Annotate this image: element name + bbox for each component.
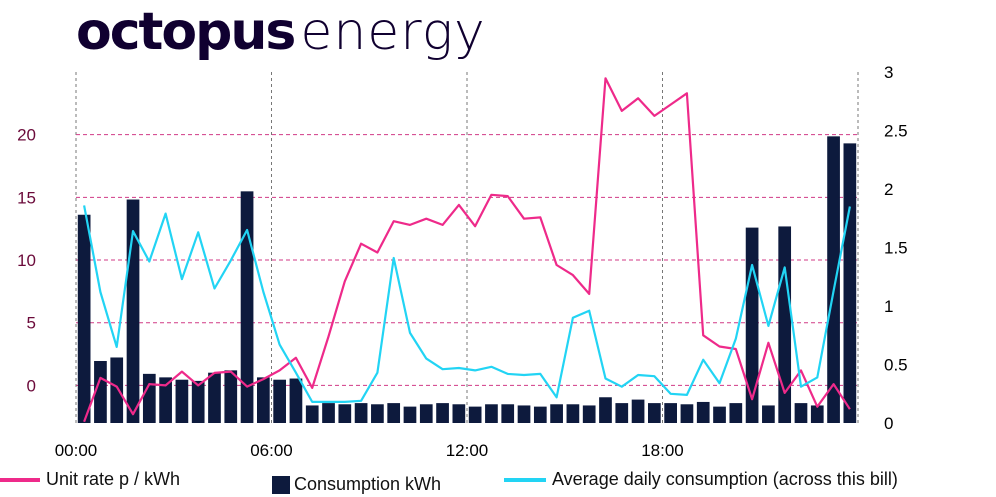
consumption-bar bbox=[191, 380, 205, 423]
consumption-bar bbox=[745, 227, 759, 423]
y-right-tick: 2.5 bbox=[884, 122, 908, 141]
consumption-bar bbox=[110, 357, 124, 423]
axis-ticks: 0 5 10 15 20 0 0.5 1 1.5 2 2.5 3 00:00 06:00 12:00 18:0… bbox=[17, 63, 908, 460]
y-left-tick: 0 bbox=[27, 376, 36, 395]
y-right-tick: 2 bbox=[884, 180, 893, 199]
consumption-bar bbox=[387, 403, 401, 423]
consumption-bar bbox=[338, 404, 352, 423]
consumption-bar bbox=[631, 399, 645, 423]
consumption-bar bbox=[794, 403, 808, 423]
series-lines bbox=[83, 77, 851, 423]
consumption-bar bbox=[224, 370, 238, 423]
x-tick: 00:00 bbox=[55, 441, 98, 460]
consumption-bar bbox=[371, 404, 384, 423]
consumption-bar bbox=[501, 404, 515, 423]
consumption-bar bbox=[452, 404, 466, 423]
vertical-gridlines bbox=[75, 72, 859, 423]
y-right-tick: 3 bbox=[884, 63, 893, 82]
unit-rate-line bbox=[83, 77, 851, 423]
y-left-tick: 20 bbox=[17, 126, 36, 145]
y-right-tick: 1.5 bbox=[884, 239, 908, 258]
consumption-bar bbox=[142, 373, 156, 423]
y-left-tick: 10 bbox=[17, 251, 36, 270]
consumption-bar bbox=[713, 406, 726, 423]
horizontal-gridlines bbox=[76, 134, 858, 386]
legend-average-swatch bbox=[504, 477, 546, 482]
consumption-bars bbox=[77, 136, 857, 423]
consumption-chart: 0 5 10 15 20 0 0.5 1 1.5 2 2.5 3 00:00 06:00 12:00 18:0… bbox=[17, 63, 908, 460]
consumption-bar bbox=[273, 379, 286, 423]
consumption-bar bbox=[648, 403, 661, 423]
legend-consumption: Consumption kWh bbox=[272, 474, 441, 495]
legend-unit-rate-swatch bbox=[0, 477, 40, 482]
x-tick: 06:00 bbox=[250, 441, 293, 460]
logo-octopus: octopus bbox=[76, 2, 296, 62]
consumption-bar bbox=[436, 403, 449, 423]
consumption-bar bbox=[159, 377, 172, 423]
legend: Unit rate p / kWh Consumption kWh Averag… bbox=[0, 466, 996, 496]
consumption-bar bbox=[305, 405, 319, 423]
legend-unit-rate: Unit rate p / kWh bbox=[0, 469, 180, 490]
consumption-bar bbox=[94, 360, 107, 423]
consumption-bar bbox=[696, 401, 710, 423]
consumption-bar bbox=[354, 403, 368, 423]
consumption-bar bbox=[485, 404, 498, 423]
consumption-bar bbox=[729, 403, 743, 423]
average-consumption-line bbox=[83, 205, 851, 403]
consumption-bar bbox=[762, 405, 775, 423]
y-left-tick: 5 bbox=[27, 314, 36, 333]
y-right-tick: 0.5 bbox=[884, 356, 908, 375]
y-left-tick: 15 bbox=[17, 188, 36, 207]
consumption-bar bbox=[582, 405, 596, 423]
legend-consumption-swatch bbox=[272, 475, 290, 494]
consumption-bar bbox=[843, 143, 857, 423]
consumption-bar bbox=[810, 405, 824, 423]
consumption-bar bbox=[322, 403, 335, 423]
consumption-bar bbox=[403, 406, 417, 423]
consumption-bar bbox=[289, 378, 303, 423]
consumption-bar bbox=[615, 403, 629, 423]
consumption-bar bbox=[419, 404, 433, 423]
consumption-bar bbox=[680, 404, 694, 423]
legend-average: Average daily consumption (across this b… bbox=[504, 469, 898, 490]
legend-average-label: Average daily consumption (across this b… bbox=[552, 469, 898, 489]
legend-unit-rate-label: Unit rate p / kWh bbox=[46, 469, 181, 489]
consumption-bar bbox=[827, 136, 840, 423]
consumption-bar bbox=[77, 214, 91, 423]
consumption-bar bbox=[533, 406, 547, 423]
consumption-bar bbox=[175, 379, 189, 423]
consumption-bar bbox=[550, 404, 563, 423]
y-right-tick: 1 bbox=[884, 297, 893, 316]
consumption-bar bbox=[517, 405, 531, 423]
consumption-bar bbox=[240, 191, 254, 423]
y-right-tick: 0 bbox=[884, 414, 893, 433]
x-tick: 12:00 bbox=[446, 441, 489, 460]
consumption-bar bbox=[599, 397, 612, 423]
logo-energy: energy bbox=[300, 2, 486, 62]
consumption-bar bbox=[257, 377, 270, 423]
legend-consumption-label: Consumption kWh bbox=[294, 474, 442, 494]
consumption-bar bbox=[468, 406, 482, 423]
consumption-bar bbox=[664, 403, 677, 423]
x-tick: 18:00 bbox=[641, 441, 684, 460]
consumption-bar bbox=[208, 372, 221, 423]
consumption-bar bbox=[566, 404, 580, 423]
octopus-energy-logo: octopus energy bbox=[76, 2, 486, 66]
